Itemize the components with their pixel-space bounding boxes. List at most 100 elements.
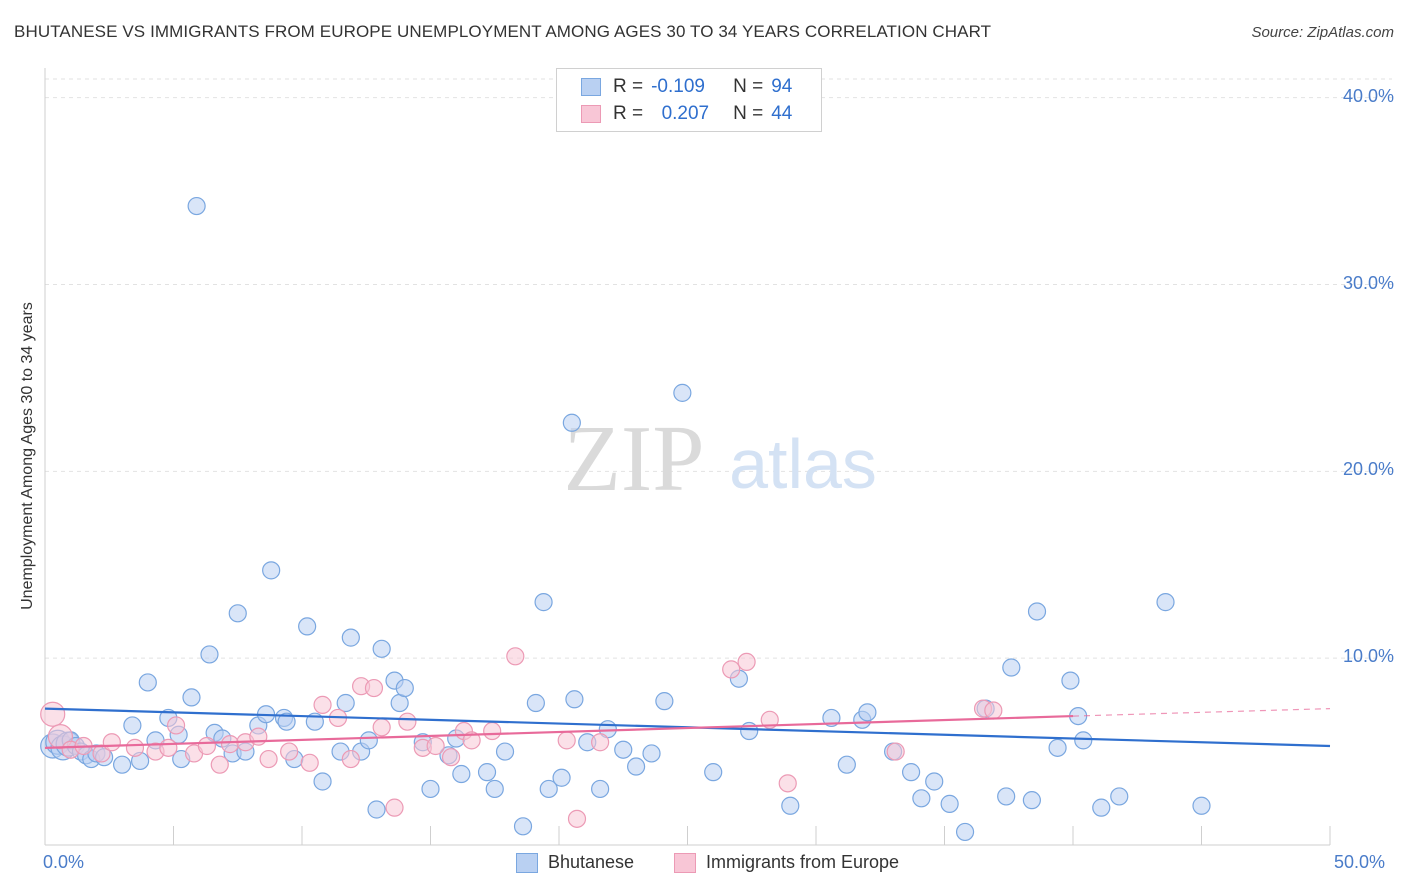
point-europe-0 [40,701,66,727]
y-tick-label-3: 40.0% [1342,85,1394,106]
x-tick-max: 50.0% [1334,852,1386,872]
point-europe-29 [441,748,461,767]
source-label: Source: ZipAtlas.com [1251,24,1394,41]
point-bhutanese-81 [940,794,959,813]
point-bhutanese-72 [781,796,800,815]
point-bhutanese-84 [997,787,1016,806]
point-europe-23 [364,678,384,698]
legend-n-value-europe: 44 [771,103,793,124]
point-europe-37 [722,660,741,679]
point-bhutanese-91 [1074,731,1093,750]
bottom-legend-swatch-blue [516,852,538,873]
trendline-europe [44,714,1074,749]
legend-r-value-europe: 0.207 [661,103,710,124]
chart-title: BHUTANESE VS IMMIGRANTS FROM EUROPE UNEM… [14,22,992,41]
point-europe-39 [760,710,779,729]
point-europe-26 [398,712,417,731]
point-europe-11 [197,736,217,756]
legend-row-europe: R = 0.207 N = 44 [581,102,792,126]
point-bhutanese-57 [539,779,558,799]
point-bhutanese-88 [1048,738,1067,757]
point-bhutanese-82 [955,822,975,842]
point-europe-31 [462,731,481,750]
point-bhutanese-33 [298,617,317,636]
point-bhutanese-55 [526,693,545,713]
point-bhutanese-64 [614,740,633,759]
point-bhutanese-14 [138,673,157,692]
point-europe-32 [483,721,502,741]
point-europe-35 [567,809,587,828]
point-europe-24 [372,718,391,737]
bottom-legend-label-bhutanese: Bhutanese [548,852,635,872]
point-bhutanese-25 [228,604,247,623]
point-europe-16 [259,749,278,769]
grid-layer [45,78,1392,659]
point-bhutanese-86 [1022,791,1041,810]
point-europe-12 [210,755,229,774]
point-europe-13 [220,735,240,754]
point-bhutanese-79 [912,789,931,808]
legend-r-label: R = [613,103,644,124]
point-bhutanese-47 [421,779,440,799]
point-bhutanese-76 [858,703,877,722]
point-bhutanese-89 [1061,671,1080,690]
x-tick-min: 0.0% [43,852,85,872]
legend-n-label: N = [733,76,764,97]
trend-layer [44,707,1331,749]
point-europe-38 [737,652,756,672]
point-europe-5 [102,733,121,752]
point-bhutanese-74 [837,755,856,774]
point-bhutanese-38 [341,628,360,647]
point-bhutanese-95 [1192,796,1211,815]
point-bhutanese-54 [513,817,533,836]
point-europe-6 [125,738,145,757]
point-europe-33 [506,647,525,666]
point-bhutanese-42 [372,639,391,658]
point-bhutanese-52 [485,779,504,799]
point-bhutanese-12 [123,716,142,735]
point-bhutanese-35 [313,772,332,791]
point-bhutanese-78 [901,763,921,782]
bottom-legend-label-europe: Immigrants from Europe [706,852,900,872]
legend-r-label: R = [613,76,644,97]
point-bhutanese-53 [495,742,515,761]
legend-n-value-bhutanese: 94 [771,76,793,97]
point-bhutanese-19 [182,688,201,707]
point-bhutanese-62 [591,779,610,799]
trendline-extension-europe [1072,708,1331,717]
point-bhutanese-31 [277,712,296,731]
correlation-legend: R = -0.109 N = 94 R = 0.207 N = 44 [556,68,822,132]
point-bhutanese-85 [1002,658,1021,677]
point-bhutanese-50 [452,764,471,784]
y-tick-label-2: 30.0% [1342,272,1394,293]
point-bhutanese-20 [187,196,206,216]
point-europe-43 [984,701,1003,720]
watermark: ZIP atlas [564,407,877,511]
point-bhutanese-93 [1110,787,1129,806]
point-bhutanese-58 [552,768,571,787]
point-bhutanese-41 [367,800,386,819]
watermark-atlas: atlas [729,425,877,503]
point-bhutanese-94 [1156,593,1175,612]
point-europe-15 [249,727,268,746]
point-europe-40 [778,774,797,793]
y-tick-label-1: 20.0% [1342,459,1394,480]
point-bhutanese-37 [336,693,355,713]
point-bhutanese-21 [200,645,219,664]
bottom-legend-europe[interactable]: Immigrants from Europe [674,852,899,873]
point-bhutanese-56 [534,593,553,612]
point-bhutanese-65 [626,757,646,776]
bottom-legend-bhutanese[interactable]: Bhutanese [516,852,634,873]
point-europe-19 [313,695,332,714]
point-europe-18 [300,753,319,772]
point-europe-41 [886,742,905,761]
point-bhutanese-68 [673,383,692,402]
watermark-zip: ZIP [564,407,705,511]
point-europe-36 [591,733,610,752]
legend-r-value-bhutanese: -0.109 [651,76,705,97]
point-bhutanese-92 [1092,798,1111,817]
point-bhutanese-40 [359,731,378,750]
point-bhutanese-80 [925,772,944,791]
y-tick-label-0: 10.0% [1342,646,1394,667]
